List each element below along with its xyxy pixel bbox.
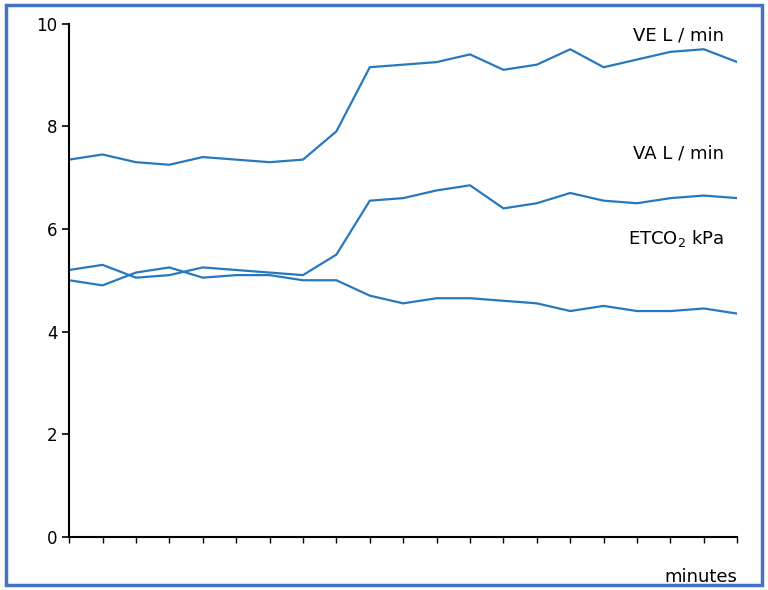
Text: VE L / min: VE L / min [633, 26, 724, 44]
Text: minutes: minutes [664, 568, 737, 586]
Text: ETCO$_2$ kPa: ETCO$_2$ kPa [627, 228, 724, 250]
Text: VA L / min: VA L / min [633, 144, 724, 162]
